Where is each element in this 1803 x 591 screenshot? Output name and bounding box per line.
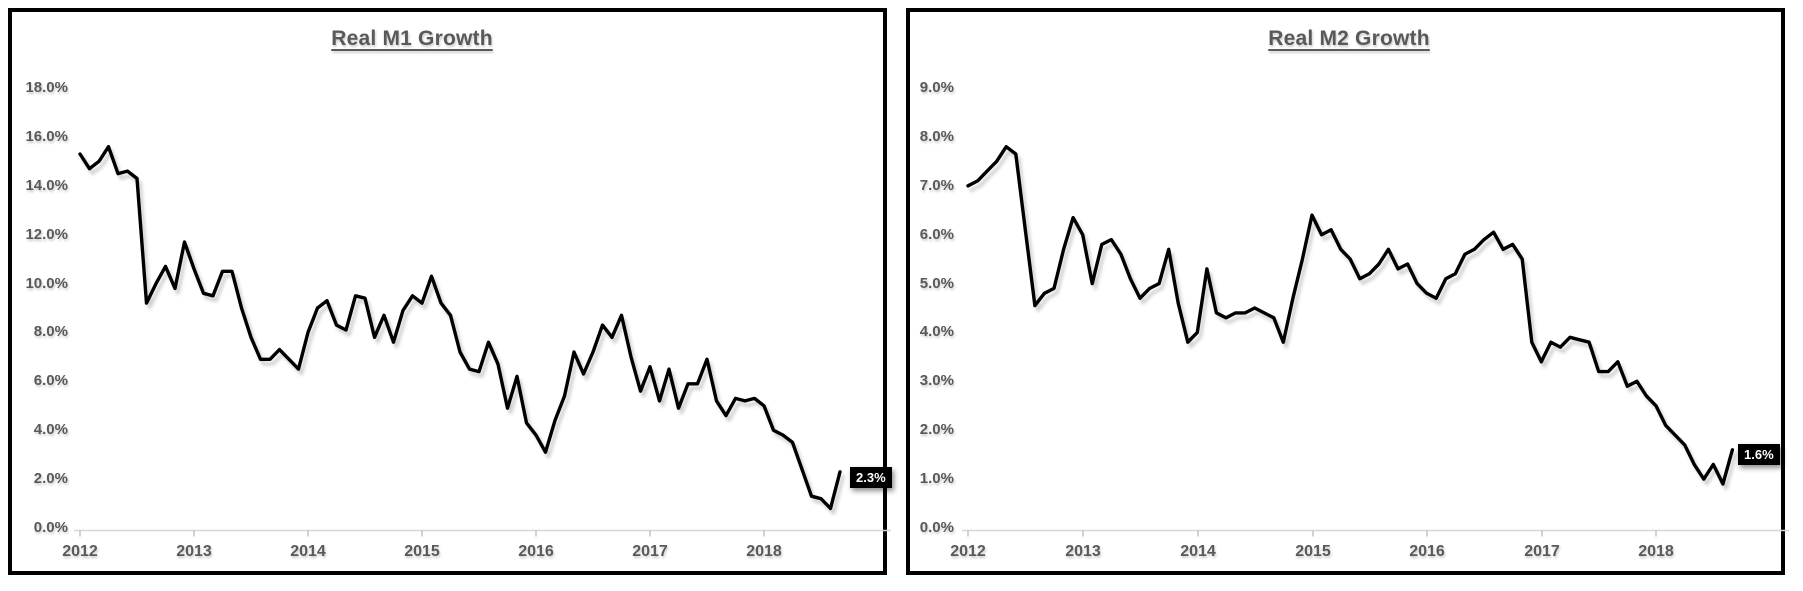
m2-y-tick-label: 4.0% [919, 323, 954, 341]
m1-x-tick-label: 2013 [176, 543, 212, 560]
m2-last-value-label: 1.6% [1738, 444, 1780, 465]
m2-y-tick-label: 6.0% [919, 225, 954, 243]
m1-y-tick-label: 12.0% [25, 225, 68, 243]
m2-series-line [966, 144, 1735, 486]
m1-chart-title: Real M1 Growth [331, 27, 493, 50]
m1-y-tick-label: 18.0% [25, 79, 68, 96]
m1-x-tick-label: 2016 [518, 543, 554, 560]
m2-y-tick-label: 3.0% [919, 372, 954, 390]
m1-y-tick-label: 8.0% [33, 323, 68, 341]
m2-y-tick-label: 1.0% [919, 470, 954, 488]
m1-y-tick-label: 16.0% [25, 127, 68, 145]
m2-y-tick-label: 0.0% [919, 519, 954, 536]
m2-y-tick-label: 7.0% [919, 176, 954, 194]
m2-x-tick-label: 2014 [1180, 543, 1216, 560]
m1-plot-group [74, 144, 891, 537]
m2-x-tick-label: 2013 [1065, 543, 1101, 560]
m1-x-tick-label: 2017 [632, 543, 668, 560]
m1-last-value-label: 2.3% [850, 467, 892, 488]
m1-series-line [78, 144, 842, 511]
m2-chart-title: Real M2 Growth [1268, 27, 1430, 50]
m2-chart-panel [906, 8, 1785, 575]
m2-x-tick-label: 2018 [1638, 543, 1674, 560]
m1-x-tick-label: 2012 [62, 543, 98, 560]
m1-chart-panel [8, 8, 887, 575]
m1-y-tick-label: 14.0% [25, 176, 68, 194]
m2-y-tick-label: 8.0% [919, 127, 954, 145]
m1-y-tick-label: 6.0% [33, 372, 68, 390]
m1-x-tick-label: 2018 [746, 543, 782, 560]
m2-line-shadow [969, 149, 1738, 491]
m2-y-tick-label: 5.0% [919, 274, 954, 292]
m1-y-tick-label: 4.0% [33, 421, 68, 439]
m1-line-shadow [81, 149, 845, 515]
m1-x-tick-label: 2015 [404, 543, 440, 560]
m2-x-tick-label: 2016 [1409, 543, 1445, 560]
m1-y-tick-label: 0.0% [33, 519, 68, 536]
m2-y-tick-label: 2.0% [919, 421, 954, 439]
m1-y-tick-label: 2.0% [33, 470, 68, 488]
m1-y-tick-label: 10.0% [25, 274, 68, 292]
m2-x-tick-label: 2012 [950, 543, 986, 560]
m2-x-tick-label: 2017 [1524, 543, 1560, 560]
m2-y-tick-label: 9.0% [919, 78, 954, 96]
m2-plot-group [962, 144, 1789, 537]
m1-x-tick-label: 2014 [290, 543, 326, 560]
m2-x-tick-label: 2015 [1295, 543, 1331, 560]
